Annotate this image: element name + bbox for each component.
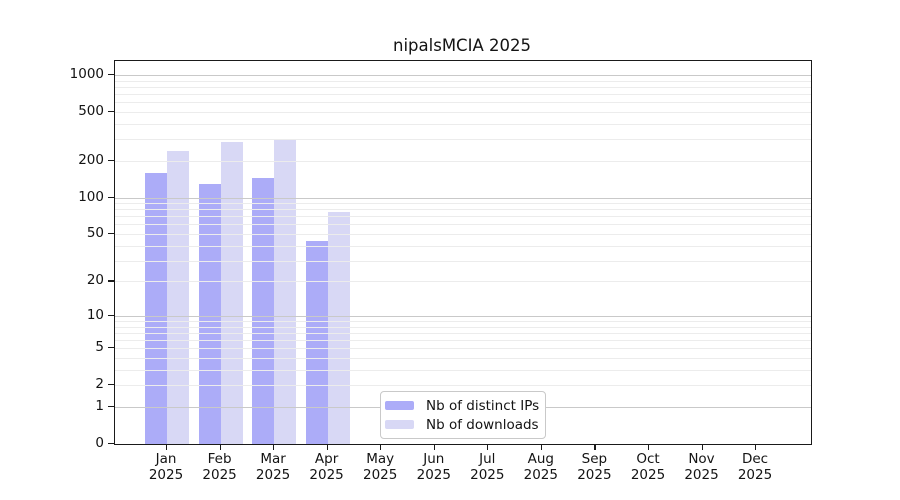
y-tick-label-1000: 1000 [69,65,104,82]
gridline-100 [115,197,811,199]
x-tick-feb [219,444,221,450]
x-tick-may [380,444,382,450]
y-tick-label-20: 20 [86,272,104,289]
gridline-50 [115,234,811,235]
y-tick-label-50: 50 [86,225,104,241]
bar-apr-nb-of-distinct-ips [305,240,328,444]
x-tick-dec [755,444,757,450]
gridline-6 [115,340,811,342]
chart-title: nipalsMCIA 2025 [393,36,531,55]
gridline-8 [115,326,811,328]
gridline-20 [115,281,811,283]
gridline-1000 [115,74,811,76]
gridline-60 [115,224,811,226]
x-tick-nov [701,444,703,450]
x-tick-mar [273,444,275,450]
x-tick-sep [594,444,596,450]
x-tick-jul [487,444,489,450]
x-tick-label-nov: Nov 2025 [684,451,719,483]
y-tick-500 [108,110,114,113]
legend-label-distinct-ips: Nb of distinct IPs [426,397,540,414]
legend-swatch-downloads [385,420,414,429]
y-tick-200 [108,159,114,161]
gridline-10 [115,315,811,317]
x-tick-label-apr: Apr 2025 [309,451,344,483]
y-tick-5 [108,347,114,349]
bar-feb-nb-of-downloads [220,141,243,444]
y-tick-100 [108,196,114,198]
y-tick-50 [108,233,114,235]
gridline-700 [115,94,811,95]
y-tick-label-2: 2 [95,376,104,393]
y-tick-10 [108,314,114,317]
x-tick-label-mar: Mar 2025 [255,451,291,483]
gridline-400 [115,123,811,125]
y-tick-label-1: 1 [95,398,104,414]
gridline-9 [115,321,811,322]
x-tick-label-sep: Sep 2025 [577,451,612,483]
y-tick-label-100: 100 [78,188,104,205]
bar-mar-nb-of-distinct-ips [252,178,275,444]
grid-layer [115,61,811,444]
legend-entry-distinct-ips: Nb of distinct IPs [385,396,539,415]
gridline-5 [115,348,811,350]
x-tick-jun [433,444,435,450]
x-tick-label-feb: Feb 2025 [202,451,237,483]
gridline-80 [115,209,811,211]
legend-swatch-distinct-ips [385,401,414,410]
gridline-7 [115,332,811,334]
x-tick-label-jun: Jun 2025 [416,451,451,483]
legend-entry-downloads: Nb of downloads [385,415,539,434]
gridline-800 [115,86,811,88]
legend-label-downloads: Nb of downloads [426,416,539,433]
y-tick-0 [108,443,114,445]
x-tick-aug [540,444,542,450]
y-tick-1000 [108,73,114,76]
gridline-30 [115,260,811,262]
y-tick-label-10: 10 [86,306,104,323]
gridline-600 [115,102,811,104]
x-tick-apr [326,444,328,450]
y-tick-label-500: 500 [78,102,104,119]
x-tick-label-may: May 2025 [363,451,398,483]
plot-area: Nb of distinct IPs Nb of downloads [114,60,812,445]
y-tick-label-5: 5 [95,339,104,356]
x-tick-jan [166,444,168,450]
x-tick-label-oct: Oct 2025 [630,451,666,483]
x-tick-oct [648,444,650,450]
gridline-3 [115,369,811,371]
gridline-40 [115,245,811,247]
x-tick-label-aug: Aug 2025 [523,451,558,483]
bar-mar-nb-of-downloads [274,140,297,444]
gridline-90 [115,203,811,204]
y-tick-label-200: 200 [78,151,104,168]
x-tick-label-jan: Jan 2025 [148,451,184,483]
legend: Nb of distinct IPs Nb of downloads [380,391,546,439]
gridline-300 [115,139,811,141]
x-tick-label-jul: Jul 2025 [470,451,505,483]
gridline-70 [115,216,811,218]
gridline-200 [115,160,811,162]
y-tick-1 [108,406,114,408]
y-tick-20 [108,280,114,282]
y-tick-label-0: 0 [95,435,104,451]
gridline-4 [115,358,811,359]
bar-jan-nb-of-distinct-ips [145,172,167,444]
gridline-2 [115,385,811,387]
gridline-500 [115,111,811,113]
y-tick-2 [108,384,114,386]
x-tick-label-dec: Dec 2025 [737,451,773,483]
bar-feb-nb-of-distinct-ips [198,183,221,444]
gridline-900 [115,80,811,82]
